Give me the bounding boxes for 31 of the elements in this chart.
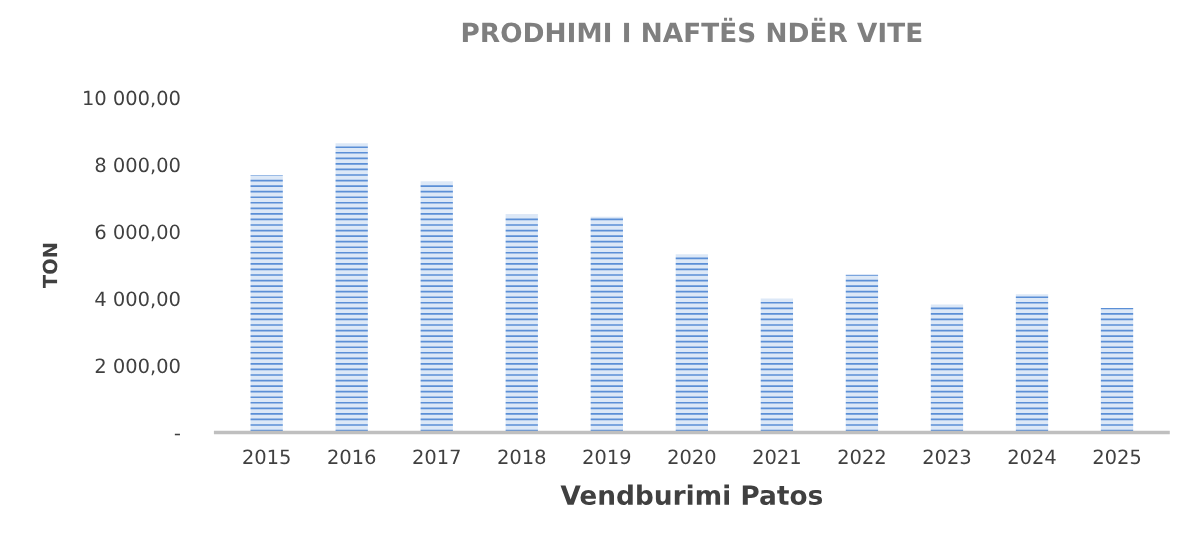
bar — [760, 298, 794, 433]
x-tick-label: 2019 — [583, 449, 631, 465]
bar — [845, 274, 879, 433]
y-axis-title: TON — [42, 243, 58, 288]
x-tick-label: 2020 — [668, 449, 716, 465]
x-tick-label: 2021 — [753, 449, 800, 465]
y-tick-label: 8 000,00 — [95, 157, 180, 175]
y-tick-label: 4 000,00 — [95, 291, 180, 309]
x-tick-label: 2018 — [498, 449, 546, 465]
x-tick-label: 2023 — [923, 449, 971, 465]
x-tick-label: 2025 — [1093, 449, 1141, 465]
x-tick-label: 2015 — [243, 449, 290, 465]
x-tick-label: 2017 — [413, 449, 460, 465]
x-axis-title: Vendburimi Patos — [560, 484, 823, 506]
bar — [250, 175, 283, 433]
y-tick-label: - — [174, 433, 180, 436]
bar — [930, 304, 964, 433]
x-tick-label: 2024 — [1008, 449, 1056, 465]
y-tick-label: 6 000,00 — [95, 224, 180, 242]
bar — [590, 216, 623, 433]
bar — [505, 214, 538, 433]
bar — [420, 181, 453, 433]
chart-title: PRODHIMI I NAFTËS NDËR VITE — [462, 17, 922, 43]
bar — [335, 143, 368, 433]
x-tick-label: 2022 — [838, 449, 885, 465]
bar — [1100, 307, 1134, 433]
y-tick-label: 2 000,00 — [95, 358, 180, 376]
y-tick-label: 10 000,00 — [84, 90, 180, 108]
bar — [675, 254, 708, 433]
x-tick-label: 2016 — [328, 449, 376, 465]
bar — [1015, 294, 1049, 433]
